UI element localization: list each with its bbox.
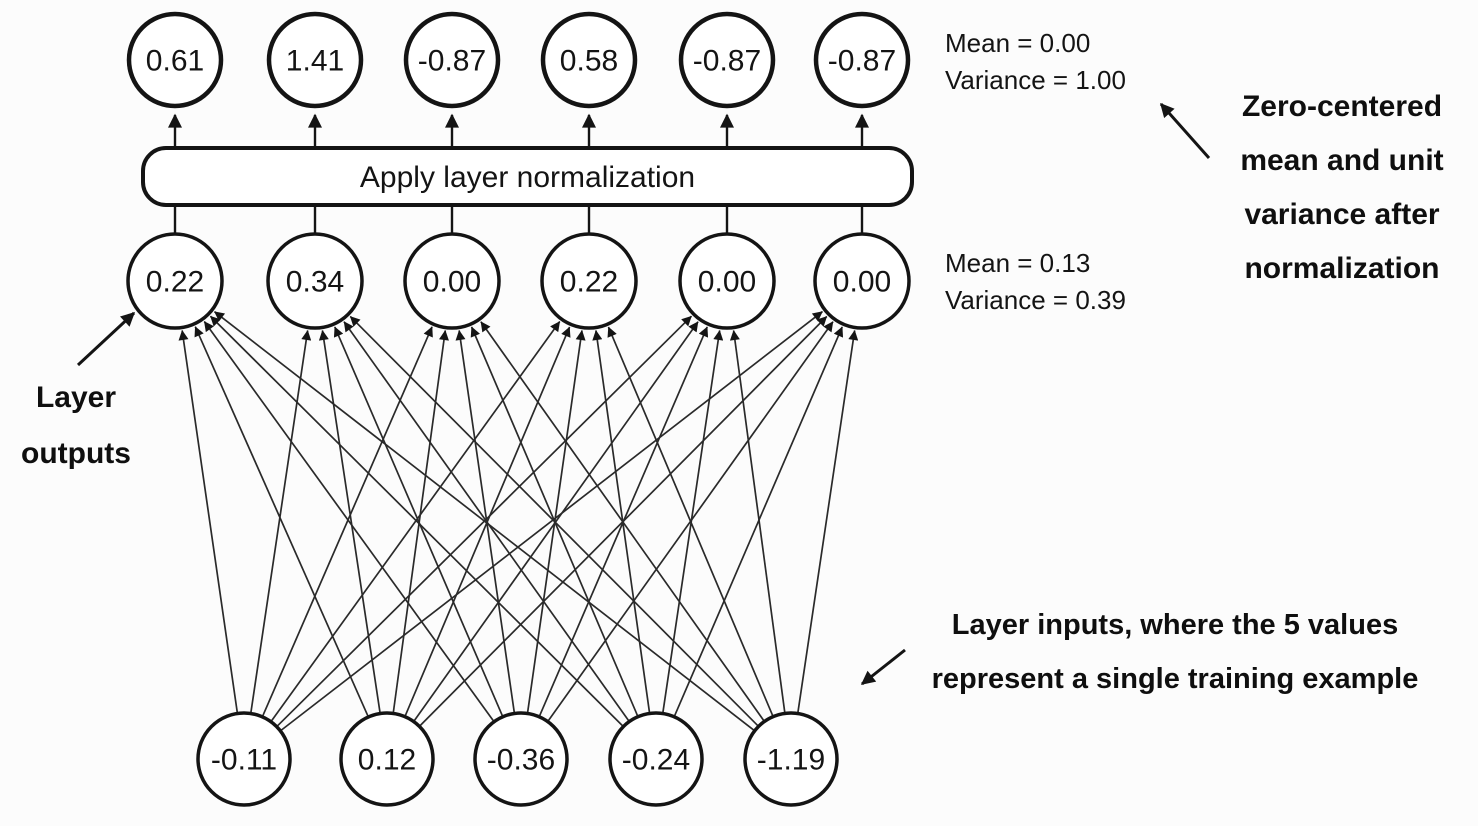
stats-after-normalization: Mean = 0.00 Variance = 1.00 [945,25,1126,99]
edge-input-3-to-output-1 [203,321,495,722]
output-value-1: 0.22 [146,266,204,299]
edge-input-2-to-output-2 [318,329,381,713]
normalized-node-5 [678,11,776,109]
variance-after-normalization: Variance = 1.00 [945,65,1126,95]
input-node-5 [743,711,839,807]
layer-outputs-label-line: Layer [35,381,117,414]
normalized-node-2 [266,11,364,109]
layer-inputs-note: Layer inputs, where the 5 values represe… [872,598,1478,706]
normalized-value-6: -0.87 [828,45,896,78]
zero-centered-note: Zero-centered mean and unit variance aft… [1206,80,1478,296]
normalized-value-5: -0.87 [693,45,761,78]
variance-before-normalization: Variance = 0.39 [945,285,1126,315]
normalized-value-2: 1.41 [286,45,344,78]
output-value-6: 0.00 [833,266,891,299]
input-value-3: -0.36 [487,744,555,777]
edge-input-5-to-output-1 [213,310,755,731]
normalized-node-6 [813,11,911,109]
output-value-5: 0.00 [698,266,756,299]
input-value-2: 0.12 [358,744,416,777]
edge-input-1-to-output-2 [250,329,312,713]
output-value-4: 0.22 [560,266,618,299]
edge-input-3-to-output-2 [333,326,504,717]
normalized-node-1 [126,11,224,109]
edge-input-5-to-output-3 [480,321,765,722]
layer-inputs-note-line: Layer inputs, where the 5 values [951,609,1399,641]
layer-outputs-label-arrow [76,311,136,367]
normalization-box-label: Apply layer normalization [360,161,695,194]
stats-before-normalization: Mean = 0.13 Variance = 0.39 [945,245,1126,319]
layer-outputs-label: Layer outputs [0,370,152,482]
input-node-2 [339,711,435,807]
layer-inputs-note-line: represent a single training example [931,663,1419,695]
output-node-6 [813,232,911,330]
mean-after-normalization: Mean = 0.00 [945,28,1091,58]
output-value-3: 0.00 [423,266,481,299]
edge-input-5-to-output-6 [797,329,859,713]
input-value-4: -0.24 [622,744,690,777]
edge-input-1-to-output-3 [261,326,433,717]
input-node-1 [196,711,292,807]
output-node-5 [678,232,776,330]
normalization-box [141,146,914,207]
zero-centered-note-line: Zero-centered [1241,90,1443,123]
edge-input-2-to-output-1 [194,326,369,717]
edge-input-1-to-output-1 [178,329,239,713]
input-node-3 [473,711,569,807]
output-value-2: 0.34 [286,266,344,299]
edge-input-1-to-output-6 [280,310,823,731]
normalized-value-4: 0.58 [560,45,618,78]
normalized-value-3: -0.87 [418,45,486,78]
zero-centered-note-line: variance after [1244,198,1440,231]
edge-input-5-to-output-2 [349,315,759,727]
input-value-5: -1.19 [757,744,825,777]
edge-input-5-to-output-5 [729,330,786,713]
input-node-4 [608,711,704,807]
layer-inputs-note-arrow [860,648,906,686]
output-node-2 [266,232,364,330]
normalized-value-1: 0.61 [146,45,204,78]
zero-centered-note-line: mean and unit [1240,144,1444,177]
mean-before-normalization: Mean = 0.13 [945,248,1091,278]
layer-outputs-label-line: outputs [21,437,131,470]
edge-input-4-to-output-2 [343,321,630,722]
normalized-node-3 [403,11,501,109]
zero-centered-note-line: normalization [1244,252,1440,285]
zero-centered-note-arrow [1159,102,1211,159]
edge-input-2-to-output-5 [413,321,699,722]
output-node-1 [126,232,224,330]
output-node-4 [540,232,638,330]
output-node-3 [403,232,501,330]
edge-input-5-to-output-4 [607,326,774,717]
input-value-1: -0.11 [211,744,277,777]
edge-input-4-to-output-1 [209,315,624,727]
normalized-node-4 [540,11,638,109]
